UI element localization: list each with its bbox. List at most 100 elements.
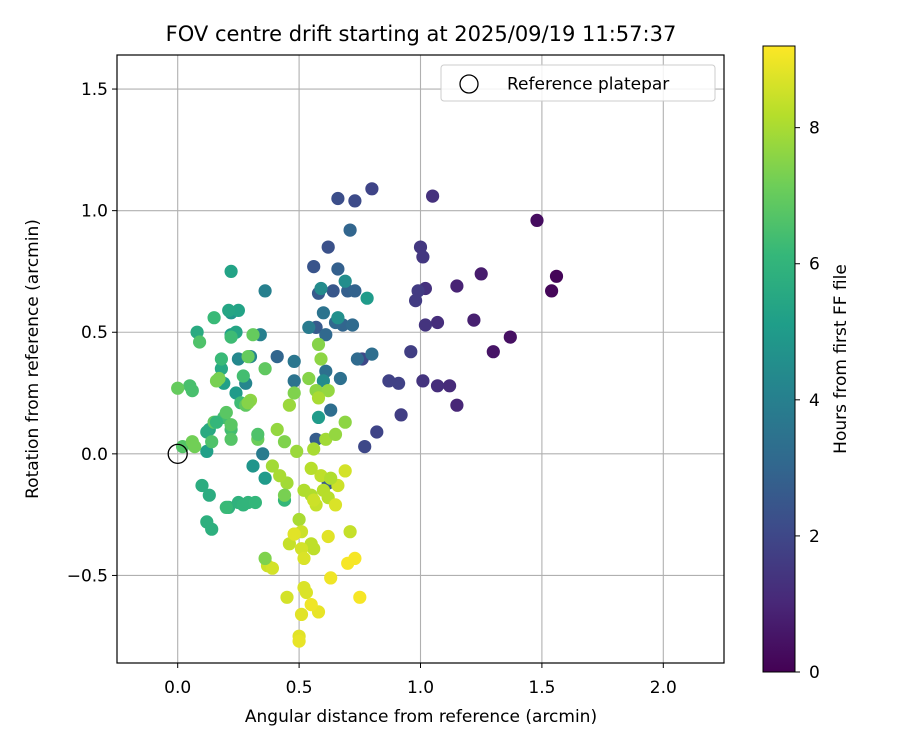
data-point	[222, 303, 236, 317]
colorbar-ticks: 0 2 4 6 8	[795, 119, 820, 683]
data-point	[382, 374, 396, 388]
data-point	[443, 379, 457, 393]
data-point	[231, 303, 245, 317]
data-point	[270, 350, 284, 364]
data-point	[307, 442, 321, 456]
data-point	[503, 330, 517, 344]
data-point	[241, 396, 255, 410]
data-point	[358, 440, 372, 454]
legend-box	[440, 64, 716, 102]
data-point	[209, 374, 224, 388]
data-point	[258, 362, 272, 376]
y-tick-label: 0.0	[81, 445, 108, 465]
data-point	[314, 352, 328, 366]
data-point	[324, 571, 338, 585]
data-point	[287, 386, 301, 400]
data-point	[302, 320, 316, 334]
data-point	[324, 403, 338, 417]
data-point	[338, 274, 352, 288]
data-points	[171, 182, 564, 648]
data-point	[292, 634, 306, 648]
y-axis-ticks: −0.5 0.0 0.5 1.0 1.5	[67, 80, 117, 586]
data-point	[248, 495, 262, 510]
chart-title: FOV centre drift starting at 2025/09/19 …	[166, 22, 677, 46]
data-point	[530, 213, 544, 227]
y-tick-label: 1.5	[81, 80, 108, 100]
data-point	[316, 306, 330, 320]
data-point	[350, 352, 364, 366]
colorbar-tick-label: 8	[809, 119, 820, 139]
data-point	[205, 522, 219, 536]
data-point	[294, 607, 309, 622]
data-point	[343, 223, 357, 237]
data-point	[338, 464, 352, 478]
data-point	[416, 250, 430, 264]
data-point	[265, 561, 279, 575]
x-tick-label: 2.0	[650, 678, 677, 698]
data-point	[297, 551, 311, 566]
data-point	[195, 478, 209, 493]
data-point	[224, 330, 238, 344]
data-point	[348, 194, 362, 208]
data-point	[418, 318, 432, 332]
legend: Reference platepar	[440, 64, 716, 102]
data-point	[302, 371, 316, 386]
data-point	[450, 398, 464, 412]
data-point	[299, 585, 313, 600]
data-point	[321, 240, 335, 254]
data-point	[321, 384, 335, 398]
x-tick-label: 0.0	[164, 678, 191, 698]
data-point	[236, 369, 250, 383]
data-point	[292, 512, 306, 527]
colorbar-tick-label: 2	[809, 527, 820, 547]
data-point	[430, 379, 445, 393]
data-point	[229, 386, 243, 400]
data-point	[307, 493, 321, 507]
data-point	[348, 551, 362, 566]
data-point	[202, 488, 216, 502]
data-point	[331, 191, 345, 206]
data-point	[319, 328, 333, 342]
data-point	[328, 498, 343, 512]
x-axis-ticks: 0.0 0.5 1.0 1.5 2.0	[164, 663, 677, 698]
data-point	[304, 598, 318, 612]
data-point	[273, 469, 287, 483]
data-point	[246, 459, 260, 473]
data-point	[277, 435, 292, 449]
data-point	[282, 398, 296, 412]
data-point	[338, 415, 352, 429]
data-point	[280, 590, 294, 604]
x-tick-label: 0.5	[286, 678, 313, 698]
data-point	[311, 410, 326, 424]
x-tick-label: 1.5	[528, 678, 555, 698]
data-point	[331, 311, 345, 325]
legend-reference-marker	[459, 74, 479, 94]
data-point	[258, 284, 272, 298]
data-point	[251, 427, 265, 441]
data-point	[416, 374, 430, 388]
reference-marker-layer	[167, 443, 188, 464]
colorbar: 0 2 4 6 8 Hours from first FF file	[762, 45, 851, 683]
data-point	[467, 313, 481, 327]
data-point	[430, 315, 445, 330]
data-point	[224, 432, 238, 446]
data-point	[345, 318, 360, 332]
data-point	[324, 471, 338, 485]
data-point	[224, 264, 238, 278]
x-tick-label: 1.0	[407, 678, 434, 698]
data-point	[205, 435, 219, 449]
data-point	[193, 335, 207, 349]
data-point	[486, 345, 500, 359]
data-point	[219, 405, 233, 420]
data-point	[474, 267, 488, 281]
data-point	[207, 311, 221, 325]
data-point	[287, 354, 301, 368]
y-tick-label: −0.5	[67, 566, 108, 586]
data-point	[426, 189, 440, 203]
data-point	[321, 529, 335, 544]
data-point	[171, 381, 185, 395]
data-point	[287, 374, 301, 388]
data-point	[224, 418, 238, 432]
